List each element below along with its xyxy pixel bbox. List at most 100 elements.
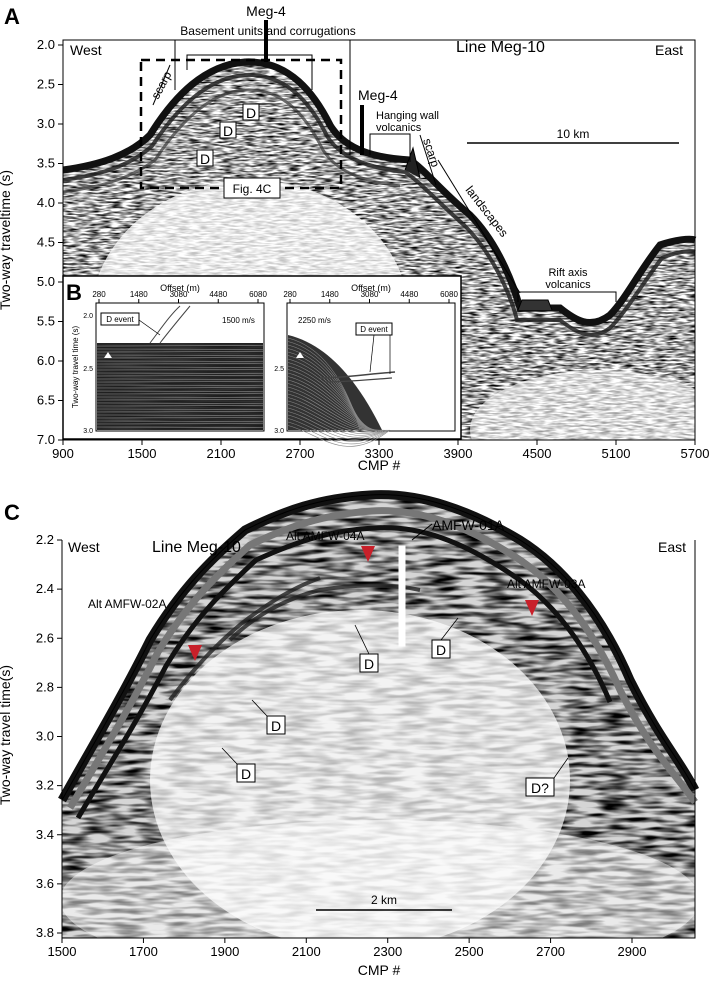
y-tick-label: 2.5 xyxy=(274,366,284,373)
panel-a-fig4c-label: Fig. 4C xyxy=(233,182,272,196)
seismic-trace xyxy=(96,366,264,368)
y-tick-label: 3.0 xyxy=(83,428,93,435)
y-tick-label: 4.0 xyxy=(37,195,55,210)
y-tick-label: 3.0 xyxy=(274,428,284,435)
x-tick-label: 2100 xyxy=(292,944,321,959)
y-tick-label: 2.5 xyxy=(37,77,55,92)
panel-c-alt02-label: Alt AMFW-02A xyxy=(88,597,166,611)
panel-a-hanging-wall-2: volcanics xyxy=(376,122,422,134)
x-tick-label: 1500 xyxy=(128,446,157,461)
x-tick-label: 3080 xyxy=(361,290,379,299)
x-tick-label: 6080 xyxy=(440,290,458,299)
panel-a-x-ticks: 900 1500 2100 2700 3300 3900 4500 5100 5700 xyxy=(52,440,709,461)
seismic-trace xyxy=(287,425,391,447)
panel-c-d-label-2: D xyxy=(436,642,446,658)
seismic-trace xyxy=(96,351,264,353)
panel-a-d-label-3: D xyxy=(200,151,210,167)
seismic-trace xyxy=(96,399,264,401)
x-tick-label: 3080 xyxy=(170,290,188,299)
seismic-trace xyxy=(96,393,264,395)
panel-a-d-label-2: D xyxy=(246,105,256,121)
panel-a-scarp-right-label: scarp xyxy=(420,137,442,170)
seismic-trace xyxy=(287,411,386,438)
panel-c-y-axis-label: Two-way travel time(s) xyxy=(0,665,13,805)
y-tick-label: 2.8 xyxy=(36,679,54,694)
y-tick-label: 2.0 xyxy=(83,313,93,320)
y-tick-label: 4.5 xyxy=(37,235,55,250)
seismic-trace xyxy=(287,418,388,442)
seismic-trace xyxy=(287,390,379,431)
seismic-trace xyxy=(96,423,264,425)
y-tick-label: 3.0 xyxy=(37,116,55,131)
panel-b-left-y-ticks: 2.0 2.5 3.0 xyxy=(83,313,93,435)
panel-a-y-ticks: 2.0 2.5 3.0 3.5 4.0 4.5 5.0 5.5 6.0 6.5 7.0 xyxy=(37,37,63,447)
panel-b-left-gather xyxy=(95,302,265,432)
panel-c-alt04-marker xyxy=(361,546,375,562)
panel-c-x-ticks: 1500 1700 1900 2100 2300 2500 2700 2900 xyxy=(48,938,646,959)
y-tick-label: 2.5 xyxy=(83,366,93,373)
seismic-trace xyxy=(96,363,264,365)
seismic-trace xyxy=(287,404,383,435)
panel-c-east-label: East xyxy=(658,539,686,555)
y-tick-label: 5.0 xyxy=(37,274,55,289)
x-tick-label: 2100 xyxy=(207,446,236,461)
x-tick-label: 4480 xyxy=(209,290,227,299)
panel-c-x-axis-label: CMP # xyxy=(358,962,401,978)
y-tick-label: 3.6 xyxy=(36,876,54,891)
y-tick-label: 3.0 xyxy=(36,729,54,744)
x-tick-label: 1900 xyxy=(210,944,239,959)
seismic-trace xyxy=(287,383,376,431)
x-tick-label: 1700 xyxy=(129,944,158,959)
panel-c-alt02-marker xyxy=(188,645,202,661)
seismic-trace xyxy=(96,396,264,398)
panel-a-rift-axis-1: Rift axis xyxy=(548,267,588,279)
seismic-trace xyxy=(96,354,264,356)
seismic-trace xyxy=(96,384,264,386)
panel-a-basement-label: Basement units and corrugations xyxy=(180,24,355,38)
seismic-trace xyxy=(96,360,264,362)
seismic-trace xyxy=(96,402,264,404)
seismic-trace xyxy=(287,414,387,440)
panel-a-line-title: Line Meg-10 xyxy=(456,39,545,56)
panel-c-alt03-marker xyxy=(525,600,539,616)
x-tick-label: 1480 xyxy=(321,290,339,299)
seismic-trace xyxy=(96,420,264,422)
seismic-trace xyxy=(96,414,264,416)
seismic-trace xyxy=(287,379,375,431)
panel-c-alt04-label: Alt AMFW-04A xyxy=(286,529,364,543)
panel-c-d-label-1: D xyxy=(364,656,374,672)
seismic-trace xyxy=(96,426,264,428)
panel-b-left-velocity: 1500 m/s xyxy=(222,316,255,325)
y-tick-label: 3.5 xyxy=(37,156,55,171)
panel-b-right-y-ticks: 2.5 3.0 xyxy=(274,366,284,435)
x-tick-label: 280 xyxy=(92,290,106,299)
x-tick-label: 2300 xyxy=(373,944,402,959)
y-tick-label: 5.5 xyxy=(37,314,55,329)
seismic-trace xyxy=(96,372,264,374)
seismic-trace xyxy=(287,400,382,433)
panel-a-west-label: West xyxy=(70,42,102,58)
panel-b-letter: B xyxy=(66,280,82,305)
seismic-trace xyxy=(96,348,264,350)
panel-a-east-label: East xyxy=(655,42,683,58)
y-tick-label: 2.6 xyxy=(36,630,54,645)
seismic-trace xyxy=(96,405,264,407)
seismic-trace xyxy=(287,397,381,432)
x-tick-label: 4480 xyxy=(400,290,418,299)
x-tick-label: 2700 xyxy=(286,446,315,461)
y-tick-label: 2.0 xyxy=(37,37,55,52)
panel-b-right-gather xyxy=(286,302,456,447)
x-tick-label: 4500 xyxy=(523,446,552,461)
x-tick-label: 1500 xyxy=(48,944,77,959)
panel-b-left-offset-ticks: 280 1480 3080 4480 6080 xyxy=(92,290,267,303)
panel-c-d-label-4: D xyxy=(241,766,251,782)
panel-b-right-velocity: 2250 m/s xyxy=(298,316,331,325)
panel-c-west-label: West xyxy=(68,539,100,555)
x-tick-label: 2700 xyxy=(536,944,565,959)
seismic-trace xyxy=(96,408,264,410)
x-tick-label: 5700 xyxy=(681,446,710,461)
y-tick-label: 6.0 xyxy=(37,353,55,368)
panel-c-d-label-3: D xyxy=(271,718,281,734)
panel-c-amfw01-well xyxy=(398,545,406,647)
